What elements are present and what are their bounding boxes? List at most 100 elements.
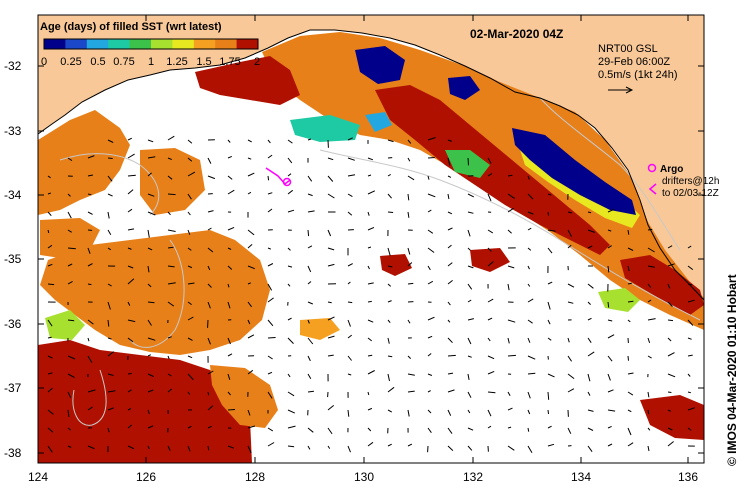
current-vector — [507, 391, 511, 397]
lon-tick-label: 132 — [462, 470, 484, 484]
current-vector — [387, 337, 390, 344]
current-vector — [407, 282, 414, 285]
current-vector — [487, 355, 495, 360]
current-vector — [367, 441, 374, 447]
current-vector — [247, 265, 255, 270]
current-vector — [47, 283, 55, 286]
current-vector — [407, 157, 411, 162]
colorbar-label: 1 — [147, 56, 155, 68]
current-vector — [267, 283, 273, 291]
current-vector — [367, 246, 372, 249]
current-vector — [87, 155, 95, 159]
current-vector — [527, 445, 533, 454]
current-vector — [107, 337, 112, 340]
current-vector — [47, 355, 53, 359]
current-vector — [427, 316, 435, 321]
current-vector — [427, 280, 434, 285]
current-vector — [347, 137, 353, 141]
current-vector — [527, 283, 531, 287]
current-vector — [647, 283, 652, 288]
current-vector — [207, 391, 210, 396]
current-vector — [327, 301, 332, 304]
current-vector — [367, 370, 375, 375]
current-vector — [227, 155, 232, 159]
current-vector — [107, 247, 112, 251]
current-vector — [467, 193, 475, 198]
sst-patch — [375, 85, 610, 255]
current-vector — [107, 229, 112, 235]
current-vector — [87, 193, 92, 196]
current-vector — [47, 336, 52, 339]
sst-patch — [448, 76, 480, 100]
current-vector — [687, 283, 693, 286]
current-vector — [387, 409, 393, 413]
current-vector — [487, 337, 491, 342]
current-vector — [367, 407, 373, 411]
current-vector — [467, 247, 471, 251]
current-vector — [587, 211, 592, 214]
current-vector — [587, 229, 596, 233]
current-vector — [347, 211, 353, 216]
current-vector — [367, 265, 370, 270]
colorbar-segment — [65, 39, 88, 49]
current-vector — [547, 211, 549, 216]
current-vector — [307, 138, 312, 141]
current-vector — [387, 247, 391, 256]
current-vector — [307, 337, 314, 345]
current-vector — [67, 427, 71, 431]
current-vector — [427, 427, 432, 433]
current-vector — [187, 391, 191, 395]
sst-age-field — [38, 32, 704, 463]
current-vector — [427, 209, 432, 213]
current-vector — [347, 409, 350, 417]
current-vector — [47, 372, 53, 375]
current-vector — [267, 427, 274, 432]
current-vector — [267, 139, 271, 144]
current-vectors — [47, 135, 695, 454]
current-vector — [287, 373, 291, 378]
current-vector — [487, 391, 496, 394]
current-vector — [527, 337, 531, 343]
current-vector — [607, 208, 615, 213]
current-vector — [47, 244, 53, 249]
current-vector — [267, 337, 276, 339]
current-vector — [167, 388, 172, 393]
current-vector — [687, 265, 694, 271]
current-vector — [227, 189, 235, 195]
current-vector — [427, 137, 436, 141]
current-vector — [387, 173, 391, 177]
sst-patch — [470, 248, 510, 272]
current-vector — [387, 443, 392, 447]
current-vector — [547, 409, 549, 415]
current-vector — [347, 174, 356, 177]
current-vector — [247, 301, 253, 308]
current-vector — [47, 192, 51, 195]
sst-patch — [355, 46, 405, 84]
current-vector — [527, 391, 531, 399]
lat-tick-label: -38 — [4, 446, 22, 460]
colorbar-label: 0.25 — [60, 56, 82, 68]
current-vector — [307, 265, 312, 273]
drifters-label: drifters@12h — [662, 176, 720, 187]
current-vector — [67, 193, 71, 197]
drifters-period: to 02/03-12Z — [662, 188, 719, 199]
current-vector — [307, 427, 314, 433]
current-vector — [527, 211, 534, 215]
current-vector — [207, 425, 212, 429]
current-vector — [467, 265, 474, 269]
current-vector — [407, 355, 412, 359]
current-vector — [267, 391, 273, 399]
current-vector — [147, 265, 150, 273]
current-vector — [127, 228, 135, 231]
current-vector — [467, 229, 471, 237]
current-vector — [147, 172, 152, 177]
land-australia — [38, 15, 704, 300]
current-vector — [467, 318, 475, 321]
current-vector — [427, 353, 432, 357]
current-vector — [447, 193, 450, 200]
current-vector — [467, 355, 472, 358]
current-vector — [327, 175, 334, 182]
current-vector — [107, 139, 114, 143]
current-vector — [247, 157, 252, 160]
current-vector — [407, 175, 415, 181]
